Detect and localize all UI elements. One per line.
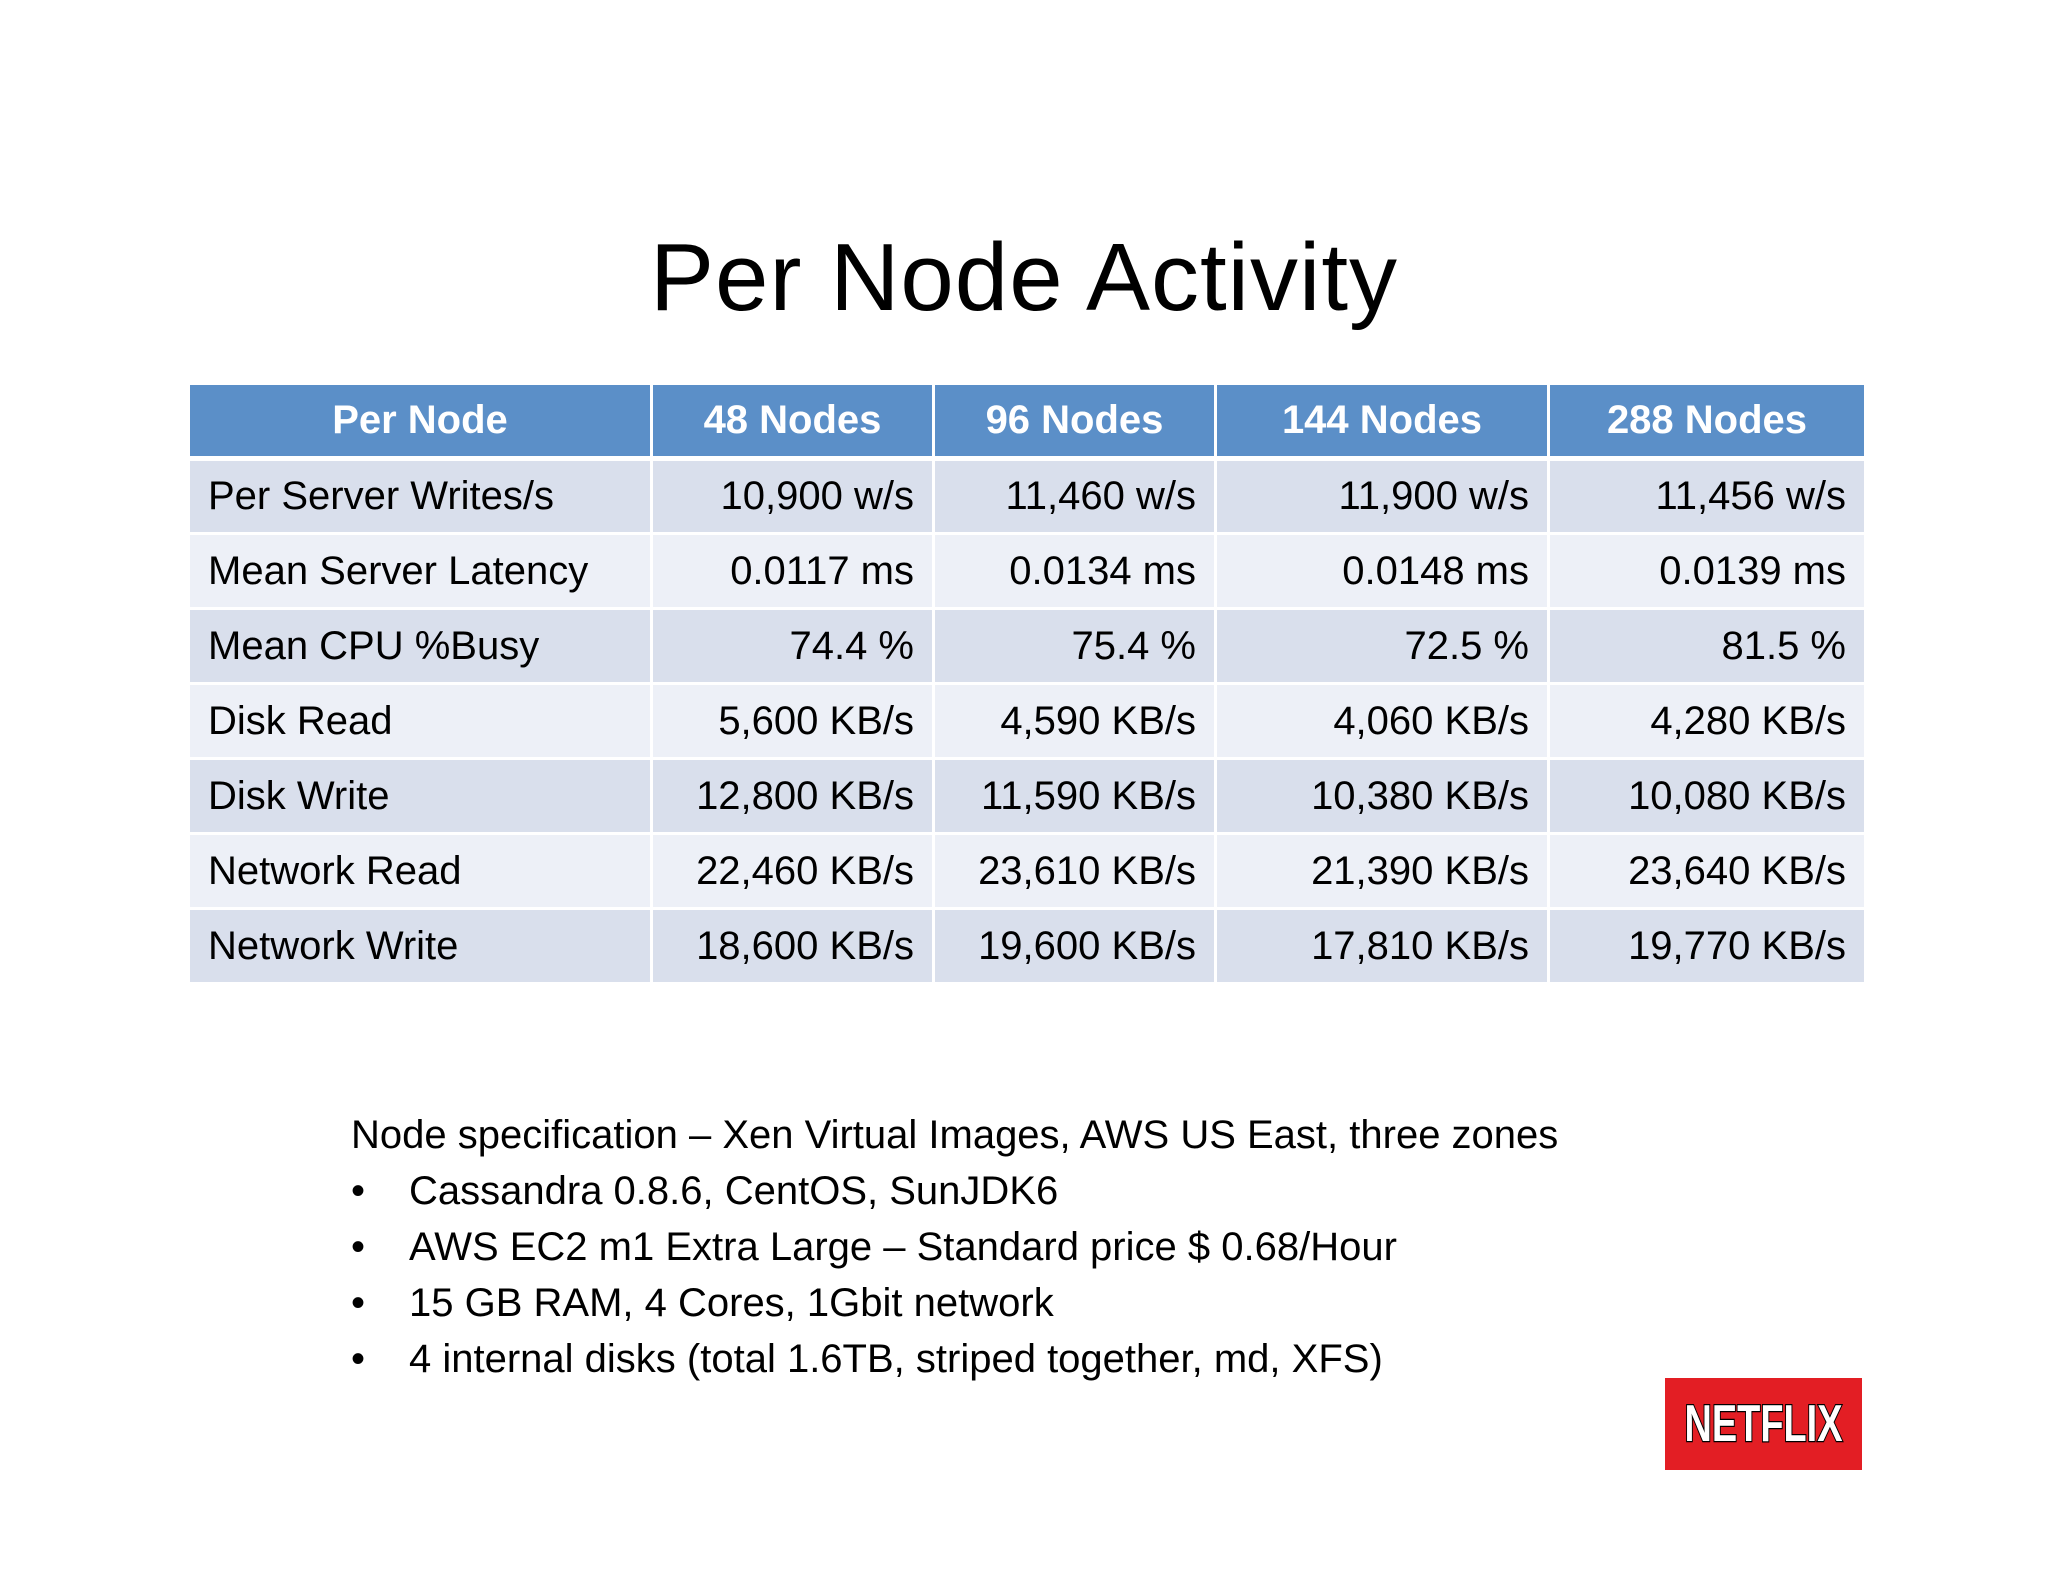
column-header-per-node: Per Node (187, 382, 653, 461)
row-label: Network Write (187, 907, 653, 985)
table-cell: 22,460 KB/s (650, 832, 935, 910)
column-header-48-nodes: 48 Nodes (650, 382, 935, 461)
table-cell: 11,590 KB/s (932, 757, 1217, 835)
spec-list: • Cassandra 0.8.6, CentOS, SunJDK6 • AWS… (351, 1163, 1801, 1387)
table-cell: 23,610 KB/s (932, 832, 1217, 910)
table-cell: 11,456 w/s (1547, 457, 1867, 535)
table-cell: 72.5 % (1214, 607, 1550, 685)
row-label: Disk Write (187, 757, 653, 835)
list-item-text: 15 GB RAM, 4 Cores, 1Gbit network (409, 1281, 1054, 1325)
table-cell: 0.0134 ms (932, 532, 1217, 610)
table-cell: 4,060 KB/s (1214, 682, 1550, 760)
table-row: Per Server Writes/s 10,900 w/s 11,460 w/… (187, 457, 1867, 535)
row-label: Disk Read (187, 682, 653, 760)
column-header-288-nodes: 288 Nodes (1547, 382, 1867, 461)
spec-heading: Node specification – Xen Virtual Images,… (351, 1113, 1559, 1157)
table-cell: 23,640 KB/s (1547, 832, 1867, 910)
list-item-text: AWS EC2 m1 Extra Large – Standard price … (409, 1225, 1397, 1269)
list-item-text: Cassandra 0.8.6, CentOS, SunJDK6 (409, 1169, 1059, 1213)
list-item-text: 4 internal disks (total 1.6TB, striped t… (409, 1337, 1383, 1381)
table-cell: 10,380 KB/s (1214, 757, 1550, 835)
row-label: Mean CPU %Busy (187, 607, 653, 685)
slide-title: Per Node Activity (650, 224, 1398, 331)
table-row: Network Read 22,460 KB/s 23,610 KB/s 21,… (187, 832, 1867, 910)
netflix-logo: NETFLIX (1665, 1378, 1862, 1470)
table-cell: 74.4 % (650, 607, 935, 685)
list-item: • 15 GB RAM, 4 Cores, 1Gbit network (351, 1275, 1801, 1331)
table-row: Mean Server Latency 0.0117 ms 0.0134 ms … (187, 532, 1867, 610)
netflix-logo-text: NETFLIX (1685, 1395, 1843, 1453)
table-cell: 0.0139 ms (1547, 532, 1867, 610)
netflix-logo-wordmark: NETFLIX (1683, 1394, 1844, 1454)
column-header-144-nodes: 144 Nodes (1214, 382, 1550, 461)
row-label: Per Server Writes/s (187, 457, 653, 535)
table-cell: 21,390 KB/s (1214, 832, 1550, 910)
list-item: • Cassandra 0.8.6, CentOS, SunJDK6 (351, 1163, 1801, 1219)
table-cell: 19,600 KB/s (932, 907, 1217, 985)
table-row: Network Write 18,600 KB/s 19,600 KB/s 17… (187, 907, 1867, 985)
bullet-icon: • (351, 1337, 366, 1381)
table-cell: 5,600 KB/s (650, 682, 935, 760)
row-label: Mean Server Latency (187, 532, 653, 610)
table-cell: 75.4 % (932, 607, 1217, 685)
table-cell: 81.5 % (1547, 607, 1867, 685)
table-cell: 0.0148 ms (1214, 532, 1550, 610)
table-cell: 12,800 KB/s (650, 757, 935, 835)
bullet-icon: • (351, 1169, 366, 1213)
table-cell: 4,590 KB/s (932, 682, 1217, 760)
bullet-icon: • (351, 1225, 366, 1269)
table-cell: 11,900 w/s (1214, 457, 1550, 535)
table-cell: 10,080 KB/s (1547, 757, 1867, 835)
list-item: • AWS EC2 m1 Extra Large – Standard pric… (351, 1219, 1801, 1275)
table-cell: 0.0117 ms (650, 532, 935, 610)
table-row: Disk Write 12,800 KB/s 11,590 KB/s 10,38… (187, 757, 1867, 835)
table-header-row: Per Node 48 Nodes 96 Nodes 144 Nodes 288… (187, 382, 1867, 461)
row-label: Network Read (187, 832, 653, 910)
table-cell: 4,280 KB/s (1547, 682, 1867, 760)
list-item: • 4 internal disks (total 1.6TB, striped… (351, 1331, 1801, 1387)
column-header-96-nodes: 96 Nodes (932, 382, 1217, 461)
table-cell: 17,810 KB/s (1214, 907, 1550, 985)
table-cell: 10,900 w/s (650, 457, 935, 535)
table-row: Mean CPU %Busy 74.4 % 75.4 % 72.5 % 81.5… (187, 607, 1867, 685)
table-cell: 11,460 w/s (932, 457, 1217, 535)
node-specification: Node specification – Xen Virtual Images,… (351, 1107, 1801, 1387)
per-node-activity-table: Per Node 48 Nodes 96 Nodes 144 Nodes 288… (187, 382, 1867, 985)
bullet-icon: • (351, 1281, 366, 1325)
table-cell: 19,770 KB/s (1547, 907, 1867, 985)
table-cell: 18,600 KB/s (650, 907, 935, 985)
table-row: Disk Read 5,600 KB/s 4,590 KB/s 4,060 KB… (187, 682, 1867, 760)
